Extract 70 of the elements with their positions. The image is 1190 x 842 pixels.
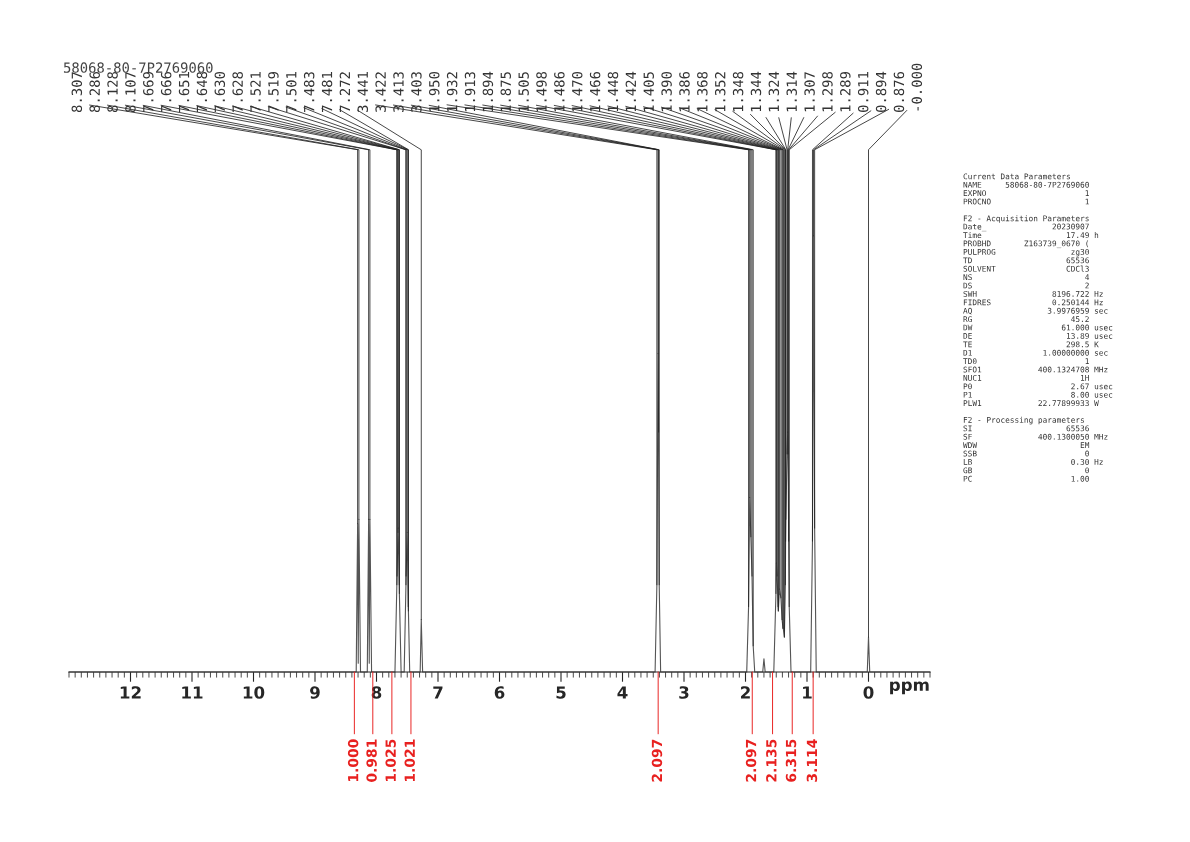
annotation: 1.405 (643, 72, 654, 112)
annotation: 2.135 (766, 739, 777, 782)
annotation: 7.669 (143, 72, 154, 112)
x-axis-title: ppm (890, 681, 929, 695)
annotation: 1.894 (482, 71, 494, 112)
annotation: -0.000 (911, 63, 923, 111)
annotation: 1.466 (589, 71, 601, 112)
annotation: 3.441 (357, 72, 369, 112)
x-tick-label: 10 (243, 686, 265, 699)
x-tick-label: 2 (741, 686, 750, 699)
x-tick-label: 7 (433, 686, 443, 699)
annotation: 7.501 (286, 72, 297, 112)
annotation: 1.470 (571, 71, 583, 112)
x-tick-label: 9 (310, 686, 320, 699)
annotation: 0.876 (893, 71, 905, 112)
annotation: 1.298 (822, 71, 833, 112)
annotation: 7.651 (178, 72, 190, 112)
x-tick-label: 3 (679, 686, 689, 699)
annotation: 7.648 (196, 71, 208, 112)
annotation: 1.307 (804, 72, 815, 112)
annotation: 1.950 (429, 71, 440, 112)
annotation: 3.413 (393, 72, 404, 112)
annotation: 3.114 (806, 739, 818, 782)
chart-title: 58068-80-7P2769060 (63, 62, 213, 73)
annotation: 1.348 (732, 71, 744, 112)
annotation: 1.025 (385, 739, 396, 782)
annotation: 1.344 (750, 71, 762, 112)
annotation: 7.519 (268, 72, 279, 112)
annotation: 1.424 (625, 71, 636, 112)
x-tick-label: 1 (803, 686, 812, 699)
annotation: 2.097 (745, 739, 757, 782)
annotation: 1.021 (404, 739, 415, 782)
annotation: 1.314 (786, 71, 797, 112)
annotation: 0.894 (875, 71, 887, 112)
annotation: 1.486 (554, 71, 565, 112)
annotation: 7.521 (250, 72, 261, 112)
annotation: 3.403 (411, 72, 422, 112)
annotation: 1.448 (607, 71, 619, 112)
annotation: 7.628 (232, 71, 243, 112)
annotation: 8.307 (71, 72, 83, 113)
x-tick-label: 11 (182, 686, 203, 699)
annotation: 6.315 (785, 739, 797, 782)
x-tick-label: 12 (120, 686, 141, 699)
annotation: 7.481 (321, 72, 333, 112)
annotation: 1.913 (464, 72, 476, 112)
annotation: 1.932 (446, 72, 458, 112)
annotation: 1.000 (347, 739, 359, 782)
annotation: 0.911 (857, 72, 869, 112)
annotation: 1.289 (840, 72, 851, 112)
x-tick-label: 0 (863, 686, 874, 699)
x-tick-label: 5 (556, 686, 566, 699)
annotation: 1.352 (714, 72, 726, 112)
annotation: 7.483 (303, 72, 315, 112)
annotation: 8.286 (89, 71, 100, 113)
annotation: 1.505 (518, 72, 529, 112)
annotation: 1.498 (536, 71, 547, 112)
annotation: 1.386 (679, 71, 690, 112)
annotation: 1.390 (661, 71, 672, 112)
annotation: 8.107 (125, 72, 136, 113)
annotation: 8.128 (107, 71, 118, 113)
annotation: 1.368 (697, 71, 708, 112)
annotation: 3.422 (375, 72, 386, 112)
annotation: 7.630 (214, 71, 226, 112)
annotation: 1.875 (500, 72, 511, 112)
annotation: 7.272 (339, 72, 350, 112)
x-tick-label: 6 (494, 686, 505, 699)
annotation: 0.981 (366, 739, 377, 782)
annotation: 2.097 (651, 739, 663, 782)
annotation: 1.324 (768, 71, 780, 112)
x-tick-label: 4 (617, 686, 628, 699)
